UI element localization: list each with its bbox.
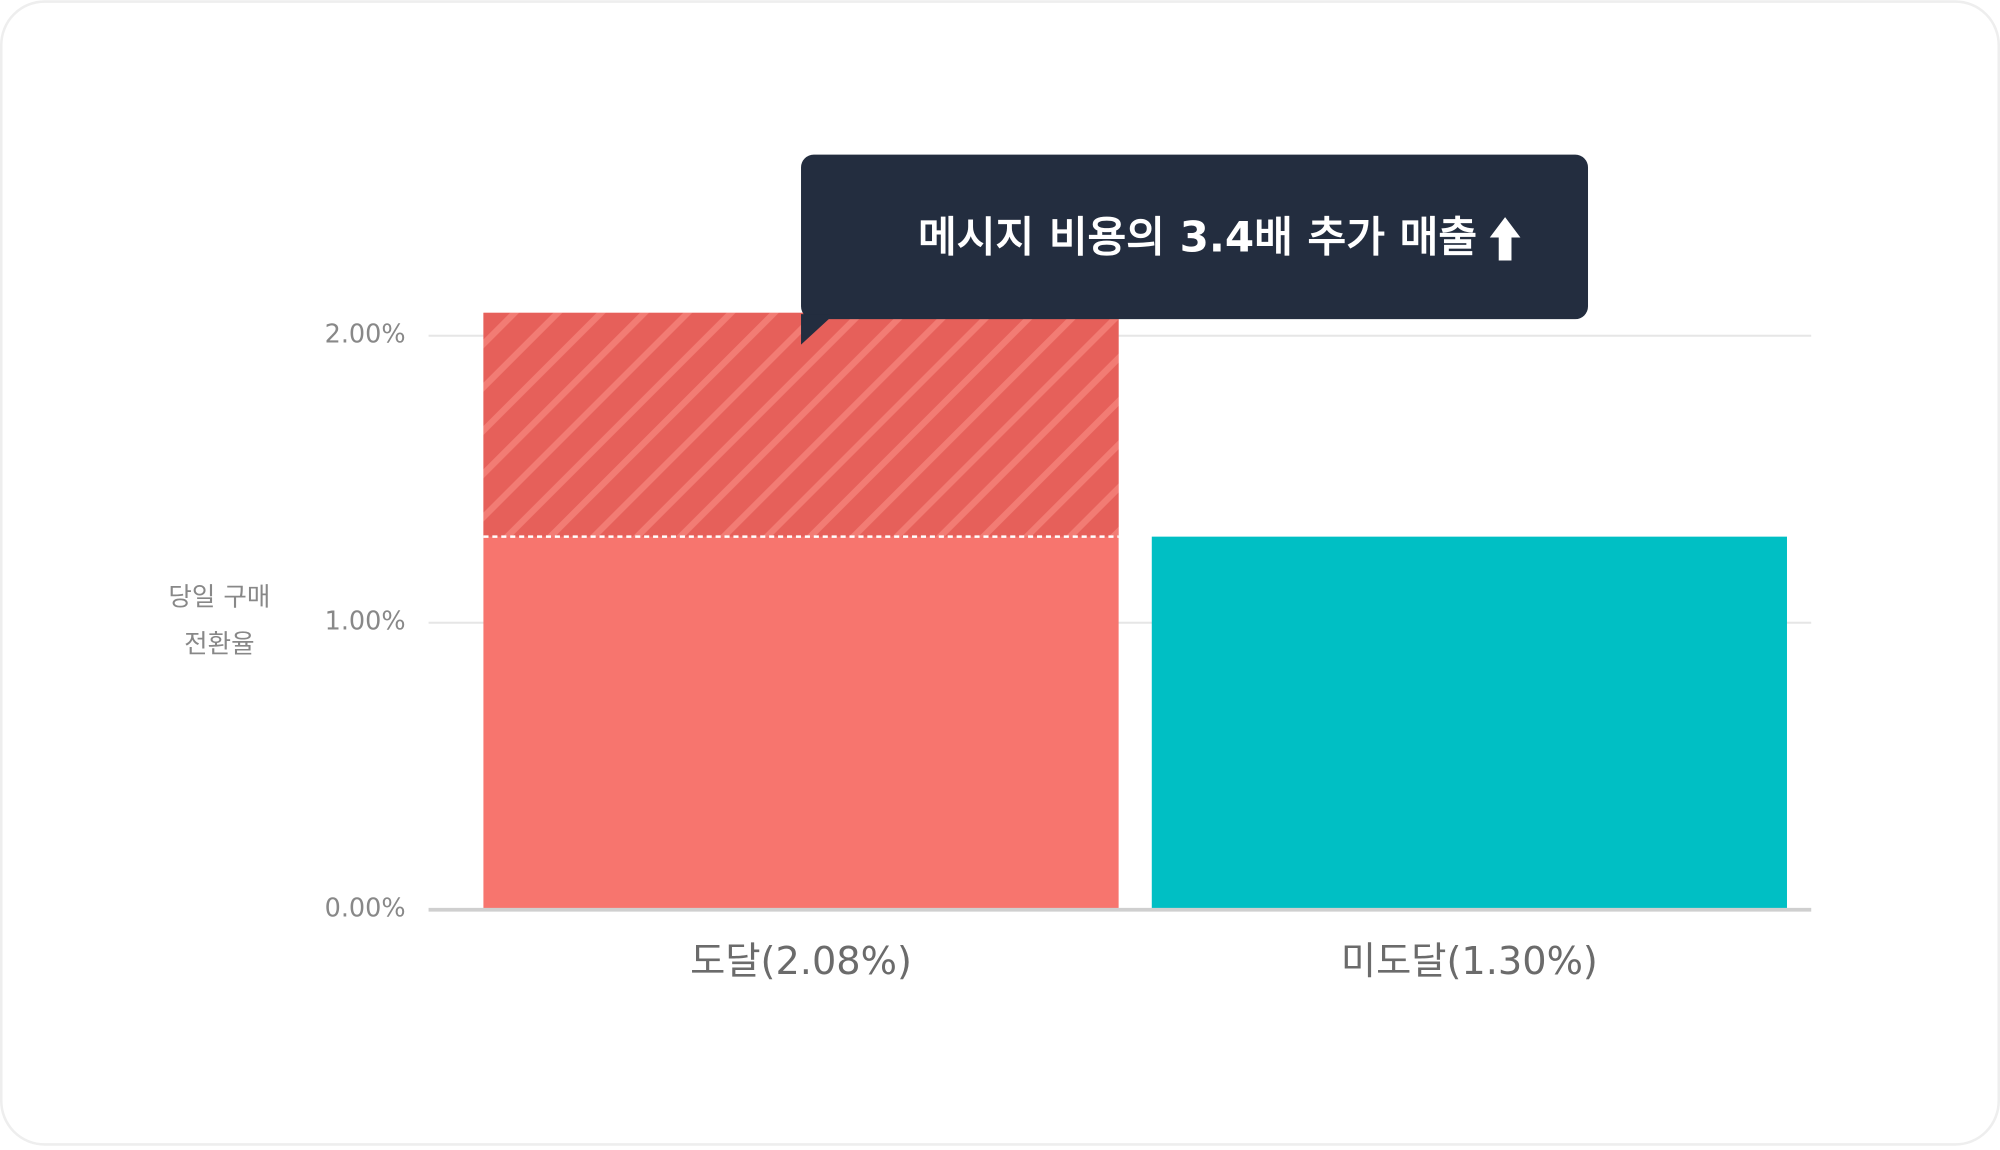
bar [1151,536,1787,910]
tooltip-box [801,154,1589,320]
tooltip: 메시지 비용의 3.4배 추가 매출 [801,154,1589,345]
x-tick-label: 미도달(1.30%) [1341,939,1598,984]
y-axis-label: 당일 구매 [168,583,270,613]
uplift-hatch [483,312,1119,537]
y-tick-label: 2.00% [325,320,406,350]
x-tick-label: 도달(2.08%) [690,939,912,984]
y-axis-label: 전환율 [184,630,254,660]
y-tick-label: 0.00% [325,894,406,924]
up-arrow [1489,217,1521,261]
annotation: 메시지 비용의 3.4배 추가 매출 [918,213,1477,262]
y-tick-label: 1.00% [325,607,406,637]
